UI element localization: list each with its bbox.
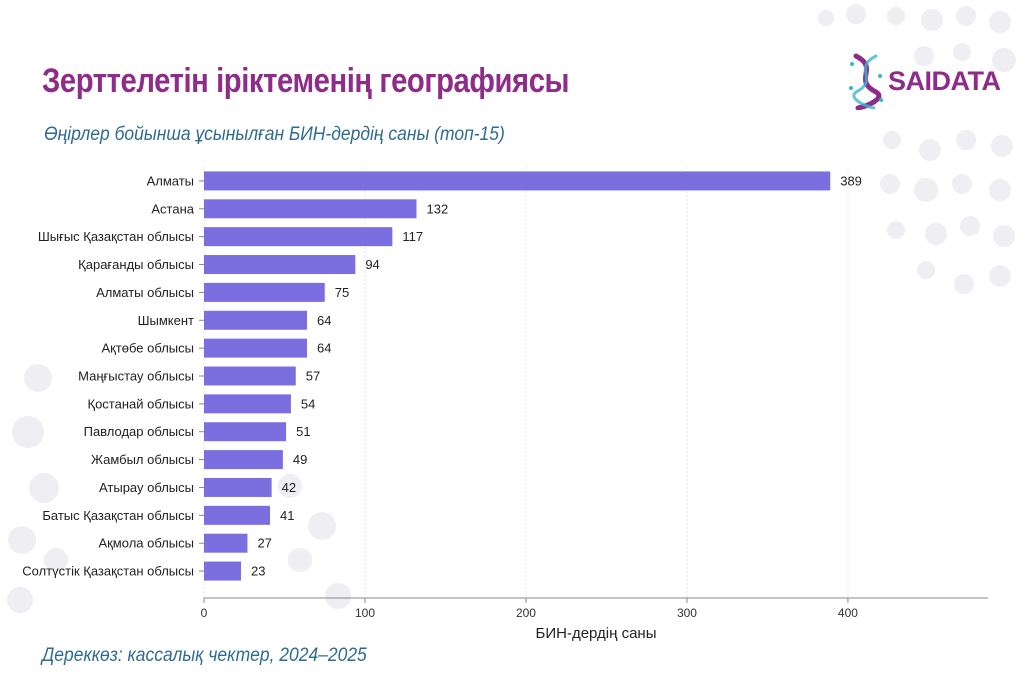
bar-8: [204, 366, 296, 386]
bar-12: [204, 477, 272, 497]
category-label-1: Алматы: [147, 173, 194, 188]
category-label-10: Павлодар облысы: [84, 424, 194, 439]
value-label-2: 132: [427, 201, 449, 216]
value-label-15: 23: [251, 564, 265, 579]
dna-helix-icon: [849, 53, 883, 110]
value-label-9: 54: [301, 396, 315, 411]
category-label-12: Атырау облысы: [99, 480, 194, 495]
bar-13: [204, 505, 271, 525]
bar-4: [204, 255, 356, 275]
x-tick-label-3: 300: [677, 606, 697, 620]
page-title: Зерттелетін іріктеменің географиясы: [42, 62, 570, 100]
x-tick-label-2: 200: [516, 606, 536, 620]
category-label-9: Қостанай облысы: [88, 396, 195, 411]
bar-11: [204, 450, 283, 470]
category-label-11: Жамбыл облысы: [91, 452, 194, 467]
saidata-logo: SAIDATA: [846, 52, 1001, 110]
bar-6: [204, 310, 308, 330]
bar-1: [204, 171, 831, 191]
value-label-13: 41: [280, 508, 294, 523]
bar-14: [204, 533, 248, 553]
value-label-6: 64: [317, 313, 331, 328]
value-label-14: 27: [257, 536, 271, 551]
bar-10: [204, 422, 287, 442]
value-label-4: 94: [365, 257, 379, 272]
logo-text: SAIDATA: [888, 66, 1001, 96]
category-label-4: Қарағанды облысы: [78, 257, 194, 272]
bar-15: [204, 561, 242, 581]
category-label-14: Ақмола облысы: [98, 536, 194, 551]
bar-2: [204, 199, 417, 219]
page-subtitle: Өңірлер бойынша ұсынылған БИН-дердің сан…: [44, 124, 505, 145]
bar-5: [204, 282, 325, 302]
bar-9: [204, 394, 291, 414]
source-note: Дереккөз: кассалық чектер, 2024–2025: [42, 645, 367, 666]
category-label-13: Батыс Қазақстан облысы: [42, 508, 194, 523]
value-label-5: 75: [335, 285, 349, 300]
value-label-12: 42: [282, 480, 296, 495]
x-tick-label-1: 100: [355, 606, 375, 620]
category-label-2: Астана: [151, 201, 194, 216]
category-label-6: Шымкент: [138, 313, 194, 328]
value-label-1: 389: [840, 173, 862, 188]
x-axis-title: БИН-дердің саны: [536, 625, 657, 642]
category-label-7: Ақтөбе облысы: [101, 341, 194, 356]
value-label-7: 64: [317, 341, 331, 356]
value-label-3: 117: [402, 229, 423, 244]
x-tick-label-4: 400: [838, 606, 858, 620]
value-label-10: 51: [296, 424, 310, 439]
value-label-11: 49: [293, 452, 307, 467]
category-label-3: Шығыс Қазақстан облысы: [38, 229, 194, 244]
category-label-15: Солтүстік Қазақстан облысы: [22, 564, 194, 579]
category-label-5: Алматы облысы: [96, 285, 194, 300]
x-tick-label-0: 0: [201, 606, 208, 620]
value-label-8: 57: [306, 369, 320, 384]
category-label-8: Маңғыстау облысы: [78, 369, 194, 384]
bar-3: [204, 227, 393, 247]
bar-7: [204, 338, 308, 358]
